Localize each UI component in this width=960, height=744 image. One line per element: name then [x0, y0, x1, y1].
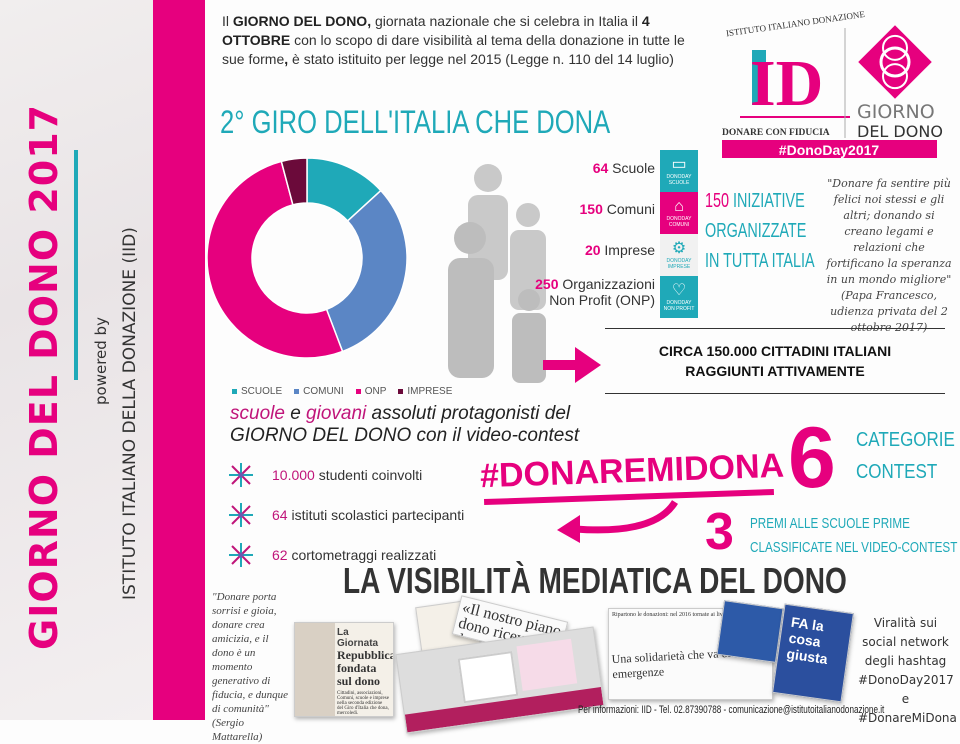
legend-item: COMUNI [294, 386, 344, 397]
prizes-label: PREMI ALLE SCUOLE PRIME CLASSIFICATE NEL … [750, 515, 958, 556]
categories-label: CATEGORIE CONTEST [856, 429, 955, 483]
protagonists-text: scuole e giovani assoluti protagonisti d… [230, 403, 580, 446]
stat-item: 250 Organizzazioni Non Profit (ONP) [535, 276, 655, 308]
asterisk-icon [229, 463, 253, 487]
logo-letters: ID [750, 47, 823, 120]
asterisk-icon [229, 543, 253, 567]
tile-heart-icon: ♡ DONODAY NON PROFIT [660, 276, 698, 318]
stat-item: 64 Scuole [592, 160, 655, 176]
pink-strip [153, 0, 205, 720]
stat-item: 150 Comuni [579, 201, 656, 217]
book-icon: ▭ [671, 156, 687, 173]
asterisk-icon [229, 503, 253, 527]
legend-item: SCUOLE [232, 386, 282, 397]
legend-item: ONP [355, 386, 386, 397]
chart-legend: SCUOLE COMUNI ONP IMPRESE [232, 386, 452, 397]
logo-tagline: DONARE CON FIDUCIA [722, 128, 830, 138]
brand-del-dono: DEL DONO [857, 122, 943, 141]
vertical-title: GIORNO DEL DONO 2017 [22, 103, 66, 650]
gears-icon: ⚙ [671, 240, 687, 257]
categories-count: 6 [788, 410, 836, 506]
stat-item: 20 Imprese [584, 242, 655, 258]
divider-line [74, 150, 78, 380]
donut-slice-onp [206, 160, 344, 359]
footer-contact: Per informazioni: IID - Tel. 02.87390788… [578, 704, 885, 716]
virality-text: Viralità sui social network degli hashta… [858, 616, 957, 725]
people-silhouette-icon [448, 164, 546, 383]
bullet-item: 64 istituti scolastici partecipanti [228, 502, 464, 528]
hashtag-badge: #DonoDay2017 [779, 142, 880, 158]
institute-name: ISTITUTO ITALIANO DELLA DONAZIONE (IID) [120, 227, 140, 600]
initiatives-count: 150 INIZIATIVE ORGANIZZATE IN TUTTA ITALIA [705, 190, 815, 272]
prizes-count: 3 [705, 503, 734, 561]
intro-text: Il GIORNO DEL DONO, giornata nazionale c… [222, 13, 685, 67]
legend-item: IMPRESE [398, 386, 452, 397]
heart-icon: ♡ [671, 282, 687, 299]
tile-gears-icon: ⚙ DONODAY IMPRESE [660, 234, 698, 276]
arrow-right-icon [543, 347, 601, 383]
media-title: LA VISIBILITÀ MEDIATICA DEL DONO [343, 560, 847, 601]
mattarella-quote: "Donare porta sorrisi e gioia, donare cr… [212, 591, 289, 743]
brand-giorno: GIORNO [857, 101, 935, 123]
curved-arrow-icon [557, 500, 678, 543]
donut-chart [206, 157, 408, 359]
papa-quote: "Donare fa sentire più felici noi stessi… [826, 177, 952, 334]
bullet-item: 62 cortometraggi realizzati [228, 542, 436, 568]
citizens-reached: CIRCA 150.000 CITTADINI ITALIANI RAGGIUNT… [605, 328, 945, 394]
tv-screenshot-1 [716, 600, 784, 663]
powered-by: powered by [92, 317, 110, 405]
bullet-item: 10.000 studenti coinvolti [228, 462, 422, 488]
page-title: 2° GIRO DELL'ITALIA CHE DONA [220, 104, 611, 140]
tv-screenshot-2: FA la cosa giusta [772, 603, 854, 703]
tile-book-icon: ▭ DONODAY SCUOLE [660, 150, 698, 192]
logo: ISTITUTO ITALIANO DONAZIONE ID DONARE CO… [712, 9, 947, 158]
news-clip-giornata: La Giornata Repubblica fondata sul dono … [294, 622, 394, 717]
building-icon: ⌂ [674, 198, 684, 215]
tile-building-icon: ⌂ DONODAY COMUNI [660, 192, 698, 234]
contest-hashtag: #DONAREMIDONA [479, 446, 785, 496]
donut-slice-comuni [325, 189, 408, 353]
donut-slice-imprese [280, 157, 308, 206]
